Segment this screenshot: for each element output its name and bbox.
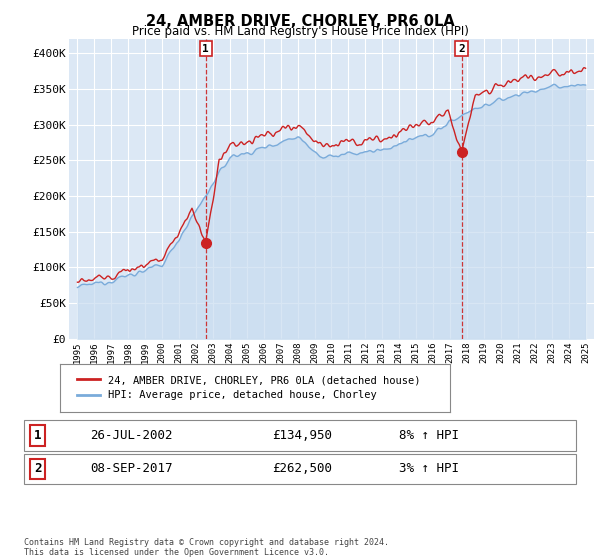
Text: Price paid vs. HM Land Registry's House Price Index (HPI): Price paid vs. HM Land Registry's House … — [131, 25, 469, 38]
Text: 24, AMBER DRIVE, CHORLEY, PR6 0LA: 24, AMBER DRIVE, CHORLEY, PR6 0LA — [146, 14, 454, 29]
Text: 08-SEP-2017: 08-SEP-2017 — [90, 463, 173, 475]
Text: £134,950: £134,950 — [272, 429, 332, 442]
Text: 2: 2 — [34, 463, 41, 475]
Text: 1: 1 — [34, 429, 41, 442]
Text: 1: 1 — [202, 44, 209, 54]
Legend: 24, AMBER DRIVE, CHORLEY, PR6 0LA (detached house), HPI: Average price, detached: 24, AMBER DRIVE, CHORLEY, PR6 0LA (detac… — [73, 371, 425, 404]
Text: 26-JUL-2002: 26-JUL-2002 — [90, 429, 173, 442]
Text: 8% ↑ HPI: 8% ↑ HPI — [400, 429, 460, 442]
Text: 2: 2 — [458, 44, 465, 54]
Text: £262,500: £262,500 — [272, 463, 332, 475]
Text: 3% ↑ HPI: 3% ↑ HPI — [400, 463, 460, 475]
Text: Contains HM Land Registry data © Crown copyright and database right 2024.
This d: Contains HM Land Registry data © Crown c… — [24, 538, 389, 557]
